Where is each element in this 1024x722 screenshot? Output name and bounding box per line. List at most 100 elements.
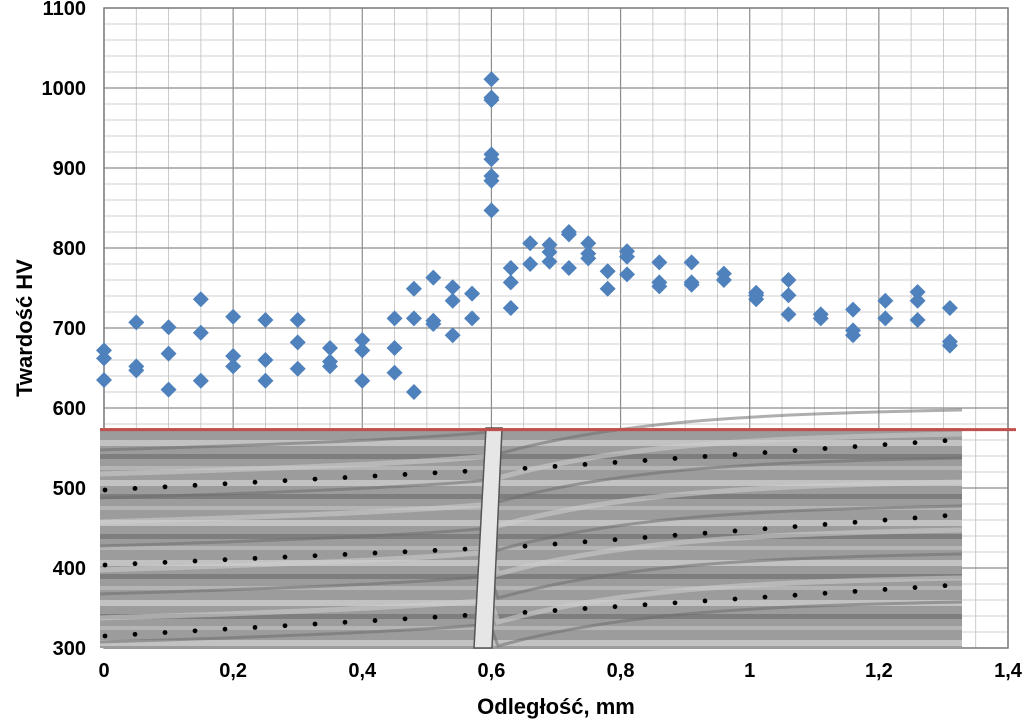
- indentation-dot: [192, 628, 198, 634]
- indentation-dot: [162, 559, 168, 565]
- data-point: [225, 348, 242, 364]
- data-point: [683, 276, 700, 293]
- data-points: [96, 71, 958, 400]
- data-point: [225, 358, 242, 375]
- indentation-dot: [822, 590, 828, 596]
- data-point: [289, 334, 306, 351]
- indentation-dot: [462, 613, 468, 618]
- y-tick-label: 700: [53, 318, 86, 340]
- x-tick-label: 1: [744, 660, 755, 682]
- data-point: [483, 71, 500, 88]
- indentation-dot: [612, 460, 618, 465]
- indentation-dot: [852, 519, 858, 525]
- indentation-dot: [522, 610, 528, 615]
- data-point: [225, 308, 242, 325]
- indentation-dot: [252, 625, 258, 630]
- indentation-dot: [822, 522, 828, 527]
- data-point: [877, 310, 894, 327]
- micrograph-band: [99, 504, 963, 552]
- indentation-dot: [792, 524, 798, 530]
- indentation-dot: [402, 549, 408, 555]
- micrograph-inset: [99, 408, 963, 649]
- indentation-dot: [672, 600, 678, 606]
- data-point: [386, 310, 403, 327]
- data-point: [405, 310, 422, 327]
- indentation-dot: [642, 535, 648, 540]
- indentation-dot: [882, 517, 888, 523]
- data-point: [464, 285, 481, 302]
- data-point: [386, 364, 403, 381]
- data-point: [160, 345, 177, 362]
- data-point: [522, 256, 539, 272]
- indentation-dot: [222, 481, 228, 487]
- indentation-dot: [882, 587, 888, 592]
- indentation-dot: [612, 537, 618, 543]
- indentation-dot: [132, 561, 138, 567]
- indentation-dot: [402, 616, 408, 622]
- data-point: [541, 244, 558, 260]
- indentation-dot: [282, 623, 288, 629]
- indentation-dot: [642, 458, 648, 463]
- indentation-dots: [102, 438, 948, 639]
- indentation-dot: [432, 548, 438, 553]
- indentation-dot: [252, 479, 258, 485]
- indentation-dot: [282, 478, 288, 484]
- indentation-dot: [852, 444, 858, 449]
- data-point: [502, 300, 519, 316]
- micrograph-band: [99, 527, 963, 578]
- data-point: [444, 279, 461, 296]
- data-point: [651, 278, 668, 295]
- data-point: [560, 260, 577, 276]
- data-point: [257, 312, 274, 328]
- indentation-dot: [432, 470, 438, 476]
- data-point: [96, 372, 112, 388]
- data-point: [464, 310, 481, 327]
- x-tick-label: 0,4: [348, 660, 377, 682]
- data-point: [619, 248, 636, 265]
- data-point: [425, 269, 442, 286]
- y-tick-label: 600: [53, 398, 86, 420]
- data-point: [845, 327, 862, 344]
- data-point: [845, 301, 862, 318]
- indentation-dot: [762, 526, 768, 532]
- data-point: [941, 300, 958, 316]
- data-point: [941, 337, 958, 354]
- data-point: [599, 263, 616, 280]
- data-point: [289, 360, 306, 377]
- indentation-dot: [342, 552, 348, 557]
- indentation-dot: [942, 583, 948, 589]
- indentation-dot: [372, 550, 378, 556]
- indentation-dot: [372, 473, 378, 479]
- data-point: [522, 235, 539, 252]
- data-point: [96, 350, 112, 367]
- indentation-dot: [702, 454, 708, 459]
- indentation-dot: [162, 630, 168, 635]
- data-point: [748, 291, 765, 308]
- micrograph-crack: [473, 427, 503, 649]
- indentation-dot: [732, 596, 738, 602]
- data-point: [160, 319, 177, 336]
- data-point: [683, 254, 700, 271]
- data-point: [780, 272, 797, 288]
- indentation-dot: [102, 487, 108, 493]
- micrograph-band: [99, 600, 963, 648]
- data-point: [192, 372, 209, 389]
- indentation-dot: [732, 528, 738, 534]
- indentation-dot: [252, 555, 258, 561]
- data-point: [580, 235, 597, 252]
- data-point: [715, 272, 732, 288]
- data-point: [909, 284, 926, 300]
- y-tick-label: 900: [53, 158, 86, 180]
- y-tick-label: 1100: [43, 0, 86, 20]
- indentation-dot: [312, 476, 318, 482]
- indentation-dot: [912, 515, 918, 521]
- data-point: [483, 151, 500, 168]
- indentation-dot: [312, 621, 318, 627]
- data-point: [444, 292, 461, 309]
- micrograph-band: [99, 575, 963, 626]
- x-axis-title: Odległość, mm: [477, 694, 635, 719]
- indentation-dot: [462, 468, 468, 474]
- y-tick-label: 800: [53, 238, 86, 260]
- x-tick-labels: 0 0,2 0,4 0,6 0,8 1 1,2 1,4: [98, 660, 1022, 682]
